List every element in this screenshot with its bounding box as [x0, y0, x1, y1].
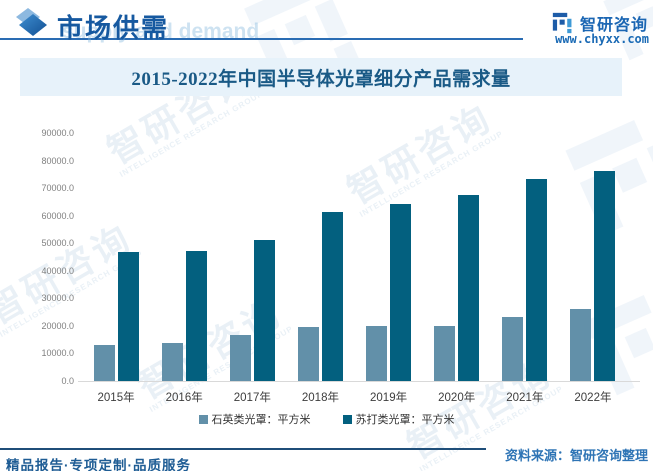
footer-divider	[0, 448, 486, 450]
diamond-icon	[15, 8, 51, 40]
bar-group	[82, 133, 150, 381]
legend-label: 石英类光罩：平方米	[211, 414, 311, 426]
y-tick-label: 10000.0	[41, 348, 74, 359]
y-tick-label: 80000.0	[41, 155, 74, 166]
chart-title-strip: 2015-2022年中国半导体光罩细分产品需求量	[20, 58, 622, 96]
bar	[117, 252, 139, 381]
bar-group	[491, 133, 559, 381]
bar-group	[559, 133, 627, 381]
y-tick-label: 30000.0	[41, 293, 74, 304]
bar-group	[218, 133, 286, 381]
y-tick-label: 70000.0	[41, 183, 74, 194]
legend-item: 苏打类光罩：平方米	[342, 411, 455, 427]
y-axis: 0.0 10000.0 20000.0 30000.0 40000.0 50000.0 60…	[0, 128, 74, 386]
bar	[185, 251, 207, 381]
bar	[321, 212, 343, 381]
x-axis-line	[78, 381, 640, 382]
x-axis-label: 2018年	[301, 392, 339, 404]
chart-title: 2015-2022年中国半导体光罩细分产品需求量	[131, 68, 511, 90]
x-axis-label: 2019年	[370, 392, 408, 404]
bar	[161, 343, 183, 381]
data-source: 资料来源：智研咨询整理	[504, 448, 648, 463]
bar	[93, 345, 115, 381]
x-axis-label: 2021年	[506, 392, 544, 404]
legend-swatch-icon	[342, 414, 352, 424]
bar	[366, 326, 388, 381]
legend-swatch-icon	[198, 414, 208, 424]
header-divider	[0, 38, 523, 40]
x-axis-labels: 2015年 2016年 2017年 2018年 2019年 2020年 2021年 2022年	[82, 389, 627, 405]
website-link[interactable]: www.chyxx.com	[555, 32, 649, 46]
x-axis-label: 2020年	[438, 392, 476, 404]
section-title: 市场供需	[57, 13, 170, 43]
bar	[390, 204, 412, 381]
y-tick-label: 60000.0	[41, 210, 74, 221]
brand[interactable]: 智研咨询	[552, 11, 648, 35]
bar	[458, 195, 480, 381]
bar	[297, 327, 319, 381]
bar-group	[286, 133, 354, 381]
bar	[253, 240, 275, 381]
x-axis-label: 2017年	[233, 392, 271, 404]
footer-tagline: 精品报告·专项定制·品质服务	[6, 458, 191, 471]
y-tick-label: 40000.0	[41, 265, 74, 276]
legend: 石英类光罩：平方米 苏打类光罩：平方米	[0, 411, 653, 427]
x-axis-label: 2022年	[574, 392, 612, 404]
bar	[502, 317, 524, 381]
bar	[434, 326, 456, 381]
bar-group	[423, 133, 491, 381]
x-axis-label: 2016年	[165, 392, 203, 404]
header: supply and demand 市场供需 智研咨	[0, 0, 653, 57]
header-watermark-text: supply and demand	[62, 20, 260, 43]
bar	[526, 179, 548, 381]
brand-name: 智研咨询	[580, 17, 649, 34]
bar	[594, 171, 616, 381]
y-tick-label: 50000.0	[41, 238, 74, 249]
y-tick-label: 0.0	[61, 376, 74, 386]
bar	[229, 335, 251, 381]
plot-area	[82, 133, 627, 381]
legend-item: 石英类光罩：平方米	[198, 411, 311, 427]
brand-logo-icon	[552, 12, 572, 34]
bar	[570, 309, 592, 381]
y-tick-label: 20000.0	[41, 320, 74, 331]
x-axis-label: 2015年	[97, 392, 135, 404]
y-tick-label: 90000.0	[41, 128, 74, 138]
bar-group	[150, 133, 218, 381]
legend-label: 苏打类光罩：平方米	[355, 414, 455, 426]
plot-columns	[82, 133, 627, 381]
bar-group	[355, 133, 423, 381]
